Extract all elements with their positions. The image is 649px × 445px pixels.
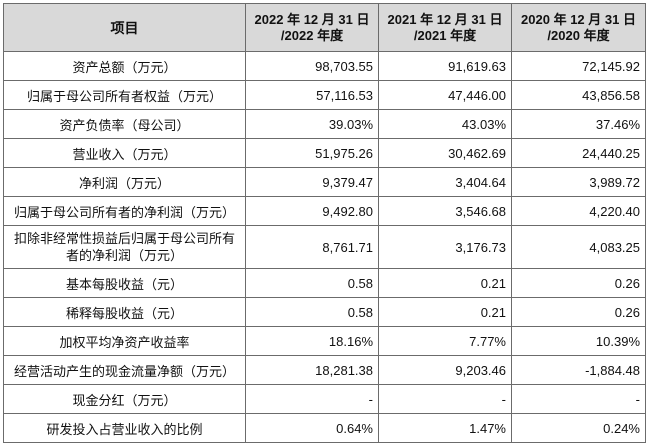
- row-label: 资产负债率（母公司）: [3, 109, 246, 139]
- cell-2020: 24,440.25: [511, 138, 646, 168]
- row-label: 现金分红（万元）: [3, 384, 246, 414]
- table-row: 营业收入（万元） 51,975.26 30,462.69 24,440.25: [3, 138, 646, 168]
- cell-2020: 43,856.58: [511, 80, 646, 110]
- cell-2020: 72,145.92: [511, 51, 646, 81]
- row-label: 归属于母公司所有者权益（万元）: [3, 80, 246, 110]
- table-row: 资产负债率（母公司） 39.03% 43.03% 37.46%: [3, 109, 646, 139]
- cell-2021: 7.77%: [378, 326, 512, 356]
- table-row: 研发投入占营业收入的比例 0.64% 1.47% 0.24%: [3, 413, 646, 443]
- cell-2022: 39.03%: [245, 109, 379, 139]
- cell-2020: 0.24%: [511, 413, 646, 443]
- cell-2022: 57,116.53: [245, 80, 379, 110]
- cell-2020: 37.46%: [511, 109, 646, 139]
- cell-2022: -: [245, 384, 379, 414]
- row-label: 研发投入占营业收入的比例: [3, 413, 246, 443]
- row-label: 稀释每股收益（元）: [3, 297, 246, 327]
- cell-2021: 91,619.63: [378, 51, 512, 81]
- cell-2021: 43.03%: [378, 109, 512, 139]
- table-row: 扣除非经常性损益后归属于母公司所有者的净利润（万元） 8,761.71 3,17…: [3, 225, 646, 269]
- cell-2020: 10.39%: [511, 326, 646, 356]
- cell-2022: 98,703.55: [245, 51, 379, 81]
- row-label: 加权平均净资产收益率: [3, 326, 246, 356]
- cell-2021: 9,203.46: [378, 355, 512, 385]
- cell-2021: 3,176.73: [378, 225, 512, 269]
- table-row: 经营活动产生的现金流量净额（万元） 18,281.38 9,203.46 -1,…: [3, 355, 646, 385]
- cell-2022: 8,761.71: [245, 225, 379, 269]
- cell-2021: 3,546.68: [378, 196, 512, 226]
- table-row: 净利润（万元） 9,379.47 3,404.64 3,989.72: [3, 167, 646, 197]
- cell-2021: -: [378, 384, 512, 414]
- cell-2021: 0.21: [378, 268, 512, 298]
- table-row: 基本每股收益（元） 0.58 0.21 0.26: [3, 268, 646, 298]
- cell-2022: 0.58: [245, 268, 379, 298]
- cell-2020: 0.26: [511, 297, 646, 327]
- row-label: 归属于母公司所有者的净利润（万元）: [3, 196, 246, 226]
- cell-2020: 0.26: [511, 268, 646, 298]
- row-label: 营业收入（万元）: [3, 138, 246, 168]
- cell-2021: 0.21: [378, 297, 512, 327]
- cell-2022: 0.64%: [245, 413, 379, 443]
- header-item: 项目: [3, 3, 246, 52]
- header-2020: 2020 年 12 月 31 日 /2020 年度: [511, 3, 646, 52]
- row-label: 基本每股收益（元）: [3, 268, 246, 298]
- cell-2021: 1.47%: [378, 413, 512, 443]
- table-row: 归属于母公司所有者的净利润（万元） 9,492.80 3,546.68 4,22…: [3, 196, 646, 226]
- financial-table-container: 项目 2022 年 12 月 31 日 /2022 年度 2021 年 12 月…: [3, 3, 646, 443]
- cell-2022: 18.16%: [245, 326, 379, 356]
- row-label: 净利润（万元）: [3, 167, 246, 197]
- table-header-row: 项目 2022 年 12 月 31 日 /2022 年度 2021 年 12 月…: [3, 3, 646, 52]
- cell-2022: 18,281.38: [245, 355, 379, 385]
- row-label: 经营活动产生的现金流量净额（万元）: [3, 355, 246, 385]
- financial-data-table: 项目 2022 年 12 月 31 日 /2022 年度 2021 年 12 月…: [3, 3, 646, 443]
- row-label: 资产总额（万元）: [3, 51, 246, 81]
- cell-2022: 51,975.26: [245, 138, 379, 168]
- table-row: 稀释每股收益（元） 0.58 0.21 0.26: [3, 297, 646, 327]
- cell-2022: 9,379.47: [245, 167, 379, 197]
- table-row: 现金分红（万元） - - -: [3, 384, 646, 414]
- cell-2020: 3,989.72: [511, 167, 646, 197]
- cell-2021: 47,446.00: [378, 80, 512, 110]
- cell-2020: 4,083.25: [511, 225, 646, 269]
- cell-2022: 9,492.80: [245, 196, 379, 226]
- table-row: 归属于母公司所有者权益（万元） 57,116.53 47,446.00 43,8…: [3, 80, 646, 110]
- cell-2021: 30,462.69: [378, 138, 512, 168]
- cell-2020: 4,220.40: [511, 196, 646, 226]
- table-row: 资产总额（万元） 98,703.55 91,619.63 72,145.92: [3, 51, 646, 81]
- table-row: 加权平均净资产收益率 18.16% 7.77% 10.39%: [3, 326, 646, 356]
- cell-2020: -: [511, 384, 646, 414]
- header-2022: 2022 年 12 月 31 日 /2022 年度: [245, 3, 379, 52]
- header-2021: 2021 年 12 月 31 日 /2021 年度: [378, 3, 512, 52]
- row-label: 扣除非经常性损益后归属于母公司所有者的净利润（万元）: [3, 225, 246, 269]
- cell-2021: 3,404.64: [378, 167, 512, 197]
- cell-2022: 0.58: [245, 297, 379, 327]
- cell-2020: -1,884.48: [511, 355, 646, 385]
